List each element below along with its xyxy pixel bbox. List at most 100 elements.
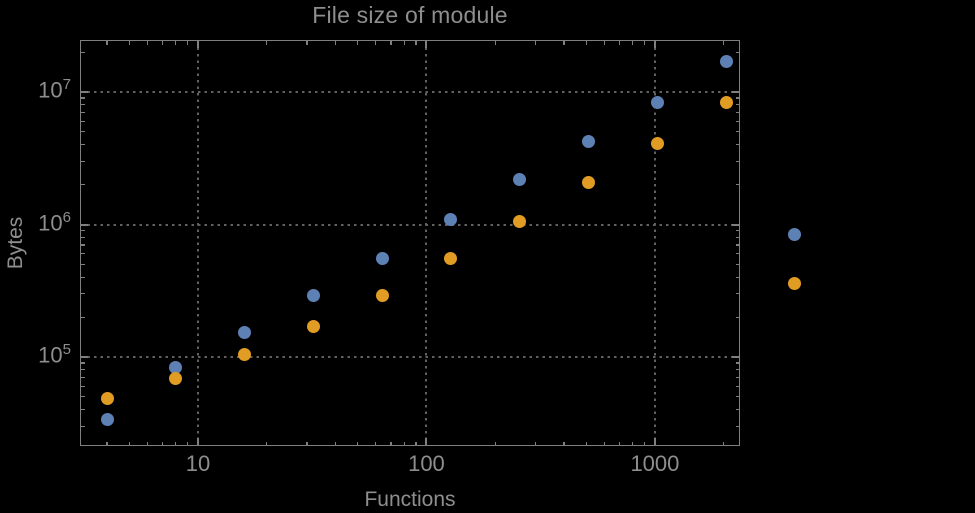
x-tick-mark [653, 438, 656, 445]
x-tick-mark [306, 41, 308, 45]
y-tick-mark [735, 293, 739, 295]
y-tick-mark [81, 369, 85, 371]
y-tick-mark [735, 120, 739, 122]
data-point-series-2-orange [581, 176, 595, 190]
y-tick-mark [735, 316, 739, 318]
y-tick-mark [81, 236, 85, 238]
x-tick-mark [161, 41, 164, 45]
x-tick-mark [146, 41, 148, 45]
y-tick-mark [81, 131, 85, 133]
gridline-vertical [425, 41, 428, 445]
y-tick-mark [735, 111, 739, 114]
x-tick-mark [403, 41, 405, 45]
y-tick-mark [81, 111, 85, 114]
y-tick-mark [735, 409, 739, 411]
y-tick-mark [735, 104, 739, 106]
y-tick-mark [735, 51, 739, 53]
x-tick-mark [175, 441, 177, 445]
data-point-series-2-orange [306, 319, 320, 333]
gridline-horizontal [81, 223, 739, 226]
x-tick-mark [186, 41, 189, 45]
x-tick-mark [415, 441, 417, 445]
x-tick-mark [618, 441, 621, 445]
x-tick-mark [632, 41, 634, 45]
x-tick-mark [618, 41, 621, 45]
data-point-series-1-blue [100, 412, 114, 426]
x-tick-mark [415, 41, 417, 45]
data-point-series-1-blue [169, 360, 183, 374]
y-tick-mark [735, 376, 739, 379]
y-tick-mark [735, 184, 739, 186]
data-point-series-1-blue [306, 289, 320, 303]
y-tick-mark [735, 160, 739, 162]
y-tick-mark [81, 223, 88, 226]
y-tick-mark [735, 131, 739, 133]
x-tick-mark [196, 438, 199, 445]
x-tick-mark [632, 441, 634, 445]
x-tick-mark [128, 41, 130, 45]
x-tick-mark [563, 41, 565, 45]
y-tick-label: 106 [38, 208, 71, 235]
x-tick-mark [585, 41, 587, 45]
x-tick-mark [357, 41, 359, 45]
y-tick-mark [81, 385, 85, 387]
x-tick-mark [643, 41, 646, 45]
y-tick-mark [735, 144, 739, 146]
y-tick-mark [735, 236, 739, 238]
x-tick-mark [334, 41, 337, 45]
y-tick-mark [735, 425, 739, 427]
chart-title: File size of module [312, 2, 508, 28]
x-tick-mark [585, 441, 587, 445]
y-tick-mark [81, 160, 85, 162]
y-tick-mark [81, 253, 85, 255]
data-point-series-1-blue [581, 135, 595, 149]
gridline-horizontal [81, 91, 739, 93]
x-tick-mark [146, 441, 148, 445]
y-tick-mark [81, 425, 85, 427]
x-tick-mark [534, 41, 537, 45]
x-tick-mark [175, 41, 177, 45]
x-tick-mark [161, 441, 164, 445]
x-tick-mark [603, 41, 605, 45]
x-tick-mark [128, 441, 130, 445]
data-point-series-2-orange [719, 96, 733, 110]
y-tick-mark [81, 229, 85, 232]
x-tick-mark [186, 441, 189, 445]
y-tick-mark [735, 253, 739, 255]
y-tick-mark [81, 184, 85, 186]
x-tick-mark [563, 441, 565, 445]
y-tick-mark [81, 376, 85, 379]
x-tick-mark [723, 41, 725, 45]
y-tick-mark [732, 356, 739, 359]
x-tick-mark [106, 441, 108, 445]
y-tick-mark [81, 362, 85, 364]
y-tick-mark [81, 396, 85, 398]
y-tick-mark [735, 369, 739, 371]
y-axis-label: Bytes [4, 216, 27, 270]
y-tick-mark [81, 263, 85, 265]
x-tick-mark [196, 41, 199, 48]
x-tick-mark [723, 441, 725, 445]
data-point-series-1-blue [238, 326, 252, 340]
y-tick-mark [735, 362, 739, 364]
gridline-vertical [196, 41, 199, 445]
data-point-series-1-blue [719, 54, 733, 68]
y-tick-mark [735, 276, 739, 278]
x-tick-mark [653, 41, 656, 48]
x-tick-mark [403, 441, 405, 445]
gridline-horizontal [81, 356, 739, 359]
y-tick-mark [81, 97, 85, 99]
x-tick-mark [494, 441, 496, 445]
y-tick-mark [732, 91, 739, 93]
y-tick-mark [81, 144, 85, 146]
y-tick-mark [81, 316, 85, 318]
x-tick-mark [390, 441, 392, 445]
gridline-vertical [653, 41, 656, 445]
y-tick-mark [81, 409, 85, 411]
data-point-series-1-blue [650, 95, 664, 109]
x-tick-mark [390, 41, 392, 45]
y-tick-mark [81, 104, 85, 106]
x-tick-mark [106, 41, 108, 45]
x-tick-label: 100 [408, 451, 445, 476]
